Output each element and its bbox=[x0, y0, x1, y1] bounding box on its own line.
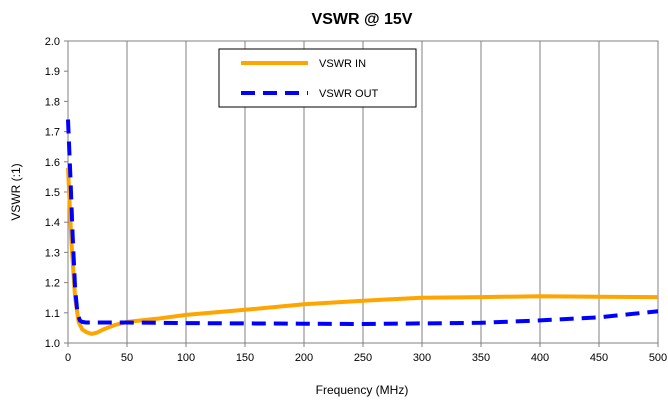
x-tick-label: 100 bbox=[177, 352, 195, 364]
y-tick-label: 1.4 bbox=[45, 217, 60, 229]
x-axis-label: Frequency (MHz) bbox=[316, 383, 409, 397]
x-tick-label: 350 bbox=[472, 352, 490, 364]
y-tick-label: 1.0 bbox=[45, 338, 60, 350]
series-line-vswr-out bbox=[66, 119, 659, 326]
legend: VSWR IN VSWR OUT bbox=[218, 48, 417, 108]
y-tick-label: 1.6 bbox=[45, 157, 60, 169]
y-tick-label: 1.7 bbox=[45, 127, 60, 139]
x-tick-label: 250 bbox=[354, 352, 372, 364]
y-tick-label: 1.1 bbox=[45, 308, 60, 320]
y-tick-label: 1.5 bbox=[45, 187, 60, 199]
legend-label-vswr-out: VSWR OUT bbox=[319, 88, 379, 100]
legend-label-vswr-in: VSWR IN bbox=[319, 58, 366, 70]
y-tick-label: 1.9 bbox=[45, 66, 60, 78]
x-tick-label: 500 bbox=[649, 352, 667, 364]
x-tick-label: 450 bbox=[590, 352, 608, 364]
y-tick-label: 1.8 bbox=[45, 96, 60, 108]
x-tick-label: 0 bbox=[65, 352, 71, 364]
y-axis-label: VSWR (:1) bbox=[9, 163, 23, 220]
y-tick-label: 2.0 bbox=[45, 36, 60, 48]
legend-box bbox=[218, 48, 417, 108]
chart-title: VSWR @ 15V bbox=[312, 11, 413, 28]
x-tick-label: 400 bbox=[531, 352, 549, 364]
x-tick-label: 150 bbox=[236, 352, 254, 364]
y-tick-label: 1.3 bbox=[45, 247, 60, 259]
y-tick-label: 1.2 bbox=[45, 278, 60, 290]
series-lines bbox=[66, 119, 659, 336]
y-axis-ticks: 1.0 1.1 1.2 1.3 1.4 1.5 1.6 1.7 1.8 1.9 2.0 bbox=[45, 36, 68, 350]
x-tick-label: 300 bbox=[413, 352, 431, 364]
x-tick-label: 200 bbox=[295, 352, 313, 364]
x-tick-label: 50 bbox=[121, 352, 133, 364]
x-axis-ticks: 0 50 100 150 200 250 300 350 400 450 500 bbox=[65, 343, 667, 364]
